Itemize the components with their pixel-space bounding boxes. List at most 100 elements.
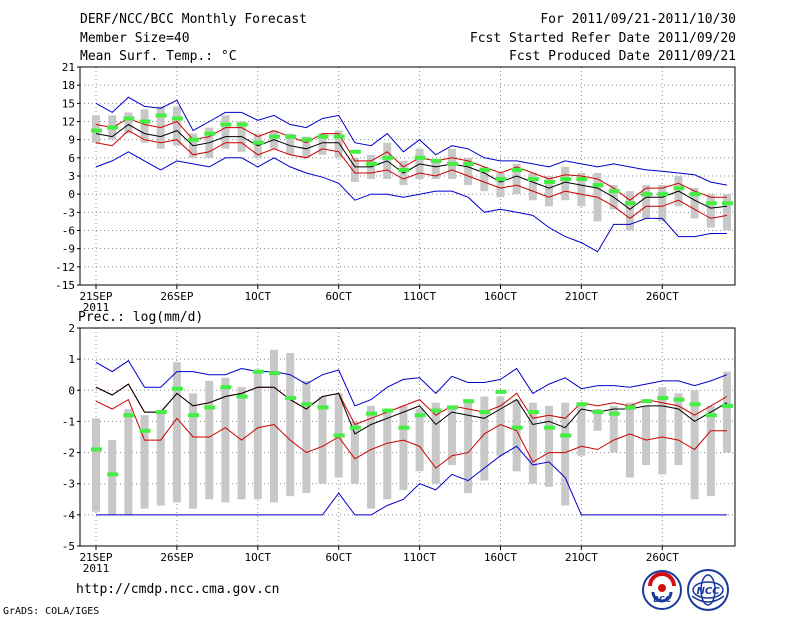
observed-marker bbox=[107, 125, 119, 130]
observed-marker bbox=[171, 116, 183, 121]
observed-marker bbox=[624, 201, 636, 206]
y-tick-label: 18 bbox=[62, 79, 75, 92]
observed-marker bbox=[236, 122, 248, 127]
observed-marker bbox=[107, 472, 119, 477]
spread-box bbox=[172, 106, 181, 146]
spread-box bbox=[658, 185, 667, 222]
observed-marker bbox=[220, 385, 232, 390]
spread-box bbox=[286, 352, 295, 497]
spread-box bbox=[723, 194, 731, 231]
grads-credit: GrADS: COLA/IGES bbox=[3, 606, 100, 617]
spread-box bbox=[399, 405, 408, 490]
spread-box bbox=[140, 415, 149, 509]
spread-box bbox=[512, 163, 521, 195]
ncc-logo-text: NCC bbox=[696, 586, 720, 597]
spread-box bbox=[512, 399, 521, 472]
observed-marker bbox=[366, 411, 378, 416]
spread-box bbox=[189, 393, 198, 509]
observed-marker bbox=[560, 177, 572, 182]
spread-box bbox=[674, 393, 683, 466]
y-tick-label: 15 bbox=[62, 97, 75, 110]
observed-marker bbox=[576, 402, 588, 407]
observed-marker bbox=[188, 413, 200, 418]
x-tick-label: 21OCT bbox=[565, 551, 598, 564]
x-tick-label: 26OCT bbox=[646, 551, 679, 564]
spread-box bbox=[642, 185, 651, 219]
spread-box bbox=[625, 191, 634, 231]
x-tick-label: 11OCT bbox=[403, 290, 436, 303]
y-tick-label: -2 bbox=[62, 447, 75, 460]
observed-marker bbox=[188, 137, 200, 142]
observed-marker bbox=[382, 155, 394, 160]
x-tick-label: 1OCT bbox=[245, 551, 272, 564]
observed-marker bbox=[673, 397, 685, 402]
forecast-period: For 2011/09/21-2011/10/30 bbox=[540, 12, 736, 27]
ncc-logo-icon: NCC bbox=[687, 569, 729, 611]
mean-series-line bbox=[95, 383, 728, 435]
spread-box bbox=[545, 176, 554, 207]
spread-box bbox=[350, 421, 359, 484]
source-url[interactable]: http://cmdp.ncc.cma.gov.cn bbox=[76, 582, 280, 597]
observed-marker bbox=[576, 177, 588, 182]
x-tick-label: 21SEP bbox=[79, 290, 112, 303]
x-tick-label: 11OCT bbox=[403, 551, 436, 564]
spread-box bbox=[577, 172, 586, 207]
spread-box bbox=[383, 412, 392, 500]
observed-marker bbox=[511, 167, 523, 172]
spread-box bbox=[690, 188, 699, 219]
plot-frame bbox=[79, 66, 736, 286]
observed-marker bbox=[446, 405, 458, 410]
observed-marker bbox=[317, 405, 329, 410]
y-tick-label: -15 bbox=[55, 279, 75, 292]
observed-marker bbox=[204, 405, 216, 410]
spread-box bbox=[496, 396, 505, 456]
spread-box bbox=[723, 371, 731, 453]
spread-box bbox=[124, 408, 133, 515]
observed-marker bbox=[398, 167, 410, 172]
y-tick-label: 0 bbox=[68, 384, 75, 397]
spread-box bbox=[706, 194, 715, 228]
observed-marker bbox=[495, 389, 507, 394]
spread-box bbox=[156, 412, 165, 506]
observed-marker bbox=[527, 410, 539, 415]
spread-box bbox=[302, 136, 311, 158]
spread-box bbox=[286, 133, 295, 155]
spread-box bbox=[480, 396, 489, 481]
spread-box bbox=[528, 172, 537, 201]
observed-marker bbox=[689, 402, 701, 407]
min-series-line bbox=[95, 151, 727, 253]
spread-box bbox=[172, 362, 181, 503]
observed-marker bbox=[333, 134, 345, 139]
observed-marker bbox=[463, 399, 475, 404]
observed-marker bbox=[139, 428, 151, 433]
observed-marker bbox=[657, 396, 669, 401]
observed-marker bbox=[705, 413, 717, 418]
observed-marker bbox=[123, 116, 135, 121]
x-tick-label: 6OCT bbox=[325, 290, 352, 303]
spread-box bbox=[528, 402, 537, 484]
y-tick-label: 0 bbox=[68, 188, 75, 201]
y-tick-label: 9 bbox=[68, 134, 75, 147]
x-year-label: 2011 bbox=[83, 301, 110, 314]
y-tick-label: -6 bbox=[62, 225, 75, 238]
spread-box bbox=[334, 130, 343, 158]
spread-box bbox=[108, 440, 117, 515]
observed-marker bbox=[544, 180, 556, 185]
spread-box bbox=[318, 396, 327, 484]
y-tick-label: -3 bbox=[62, 478, 75, 491]
observed-marker bbox=[268, 371, 280, 376]
observed-marker bbox=[705, 201, 717, 206]
spread-box bbox=[237, 387, 246, 500]
observed-marker bbox=[301, 137, 313, 142]
x-tick-label: 26SEP bbox=[160, 290, 193, 303]
y-tick-label: 12 bbox=[62, 116, 75, 129]
observed-marker bbox=[463, 161, 475, 166]
chart-title: DERF/NCC/BCC Monthly Forecast bbox=[80, 12, 307, 27]
x-tick-label: 26OCT bbox=[646, 290, 679, 303]
y-tick-label: -1 bbox=[62, 415, 75, 428]
observed-marker bbox=[91, 447, 102, 452]
upper-series-line bbox=[95, 117, 727, 201]
x-year-label: 2011 bbox=[83, 562, 110, 575]
precip-panel-title: Prec.: log(mm/d) bbox=[78, 310, 204, 325]
